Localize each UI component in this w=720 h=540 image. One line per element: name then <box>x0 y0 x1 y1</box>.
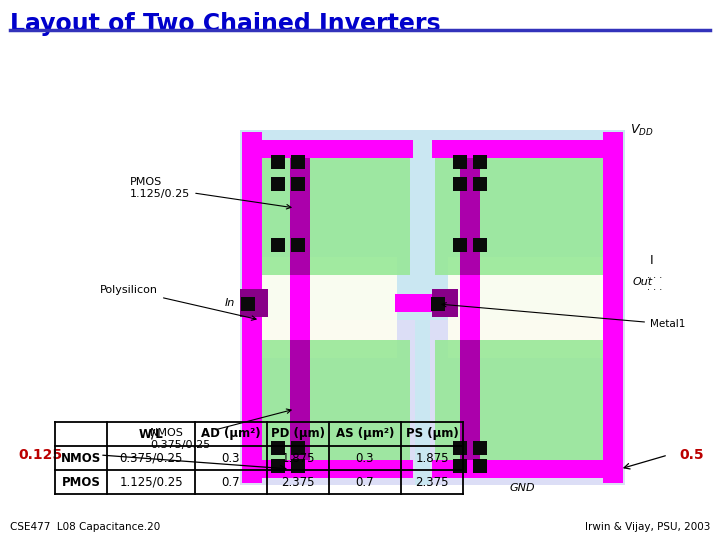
Text: Metal1: Metal1 <box>442 302 685 329</box>
Bar <box>271 155 285 169</box>
Bar <box>290 340 310 478</box>
Bar <box>473 155 487 169</box>
Bar <box>431 297 445 311</box>
Bar <box>473 238 487 252</box>
Text: 2.375: 2.375 <box>282 476 315 489</box>
Bar <box>290 140 310 478</box>
Text: . . .: . . . <box>647 282 662 292</box>
Bar <box>430 320 625 485</box>
Bar <box>435 340 620 478</box>
Bar <box>258 257 397 358</box>
Text: Polysilicon: Polysilicon <box>100 285 256 320</box>
Text: PD (μm): PD (μm) <box>271 428 325 441</box>
Bar <box>291 441 305 455</box>
Text: 0.125: 0.125 <box>18 448 62 462</box>
Text: 0.3: 0.3 <box>222 451 240 464</box>
Bar <box>473 459 487 473</box>
Text: 0.3: 0.3 <box>356 451 374 464</box>
Bar <box>240 130 625 485</box>
Bar <box>435 140 620 275</box>
Bar <box>291 177 305 191</box>
Text: PMOS
1.125/0.25: PMOS 1.125/0.25 <box>130 177 291 209</box>
Text: Out: Out <box>633 277 653 287</box>
Text: Layout of Two Chained Inverters: Layout of Two Chained Inverters <box>10 12 441 36</box>
Bar <box>242 140 413 158</box>
Bar <box>271 441 285 455</box>
Text: NMOS: NMOS <box>61 451 101 464</box>
Text: 0.5: 0.5 <box>680 448 704 462</box>
Bar <box>460 140 480 478</box>
Bar <box>242 460 413 478</box>
Bar <box>432 460 623 478</box>
Bar <box>453 177 467 191</box>
Bar <box>242 132 262 483</box>
Bar <box>453 155 467 169</box>
Text: . . .: . . . <box>647 270 662 280</box>
Bar <box>453 459 467 473</box>
Bar <box>473 177 487 191</box>
Text: CSE477  L08 Capacitance.20: CSE477 L08 Capacitance.20 <box>10 522 161 532</box>
Bar <box>291 238 305 252</box>
Bar <box>473 441 487 455</box>
Text: 0.7: 0.7 <box>222 476 240 489</box>
Text: $V_{DD}$: $V_{DD}$ <box>630 123 654 138</box>
Text: 0.7: 0.7 <box>356 476 374 489</box>
Text: NMOS
0.375/0.25: NMOS 0.375/0.25 <box>150 409 291 450</box>
Text: I: I <box>650 253 654 267</box>
Text: GND: GND <box>510 483 536 493</box>
Bar <box>432 289 458 317</box>
Bar <box>291 459 305 473</box>
Text: AS (μm²): AS (μm²) <box>336 428 394 441</box>
Text: 2.375: 2.375 <box>415 476 449 489</box>
Bar <box>290 140 310 275</box>
Bar <box>603 132 623 483</box>
Text: W/L: W/L <box>139 428 163 441</box>
Bar <box>291 155 305 169</box>
Bar <box>240 320 415 485</box>
Text: Irwin & Vijay, PSU, 2003: Irwin & Vijay, PSU, 2003 <box>585 522 710 532</box>
Bar <box>395 294 450 312</box>
Text: 1.125/0.25: 1.125/0.25 <box>120 476 183 489</box>
Bar <box>460 140 480 275</box>
Bar <box>240 289 268 317</box>
Bar <box>241 297 255 311</box>
Bar <box>271 238 285 252</box>
Bar <box>448 257 607 358</box>
Bar <box>271 177 285 191</box>
Text: AD (μm²): AD (μm²) <box>201 428 261 441</box>
Bar <box>271 459 285 473</box>
Text: PMOS: PMOS <box>62 476 100 489</box>
Text: PS (μm): PS (μm) <box>405 428 459 441</box>
Bar <box>453 238 467 252</box>
Bar <box>460 340 480 478</box>
Bar <box>245 140 410 275</box>
Bar <box>432 140 623 158</box>
Text: 1.875: 1.875 <box>282 451 315 464</box>
Text: 1.875: 1.875 <box>415 451 449 464</box>
Bar <box>453 441 467 455</box>
Bar <box>245 340 410 478</box>
Text: 0.375/0.25: 0.375/0.25 <box>120 451 183 464</box>
Text: In: In <box>225 298 235 308</box>
